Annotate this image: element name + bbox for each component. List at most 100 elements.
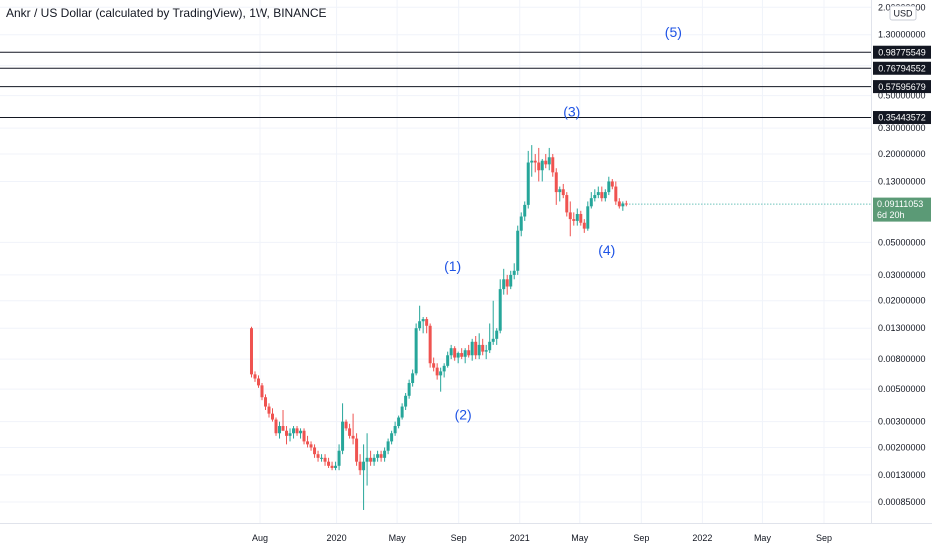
x-tick-label: May xyxy=(571,533,589,543)
candle-body xyxy=(372,457,376,462)
candle-body xyxy=(435,367,439,376)
candle-body xyxy=(568,212,572,220)
countdown-label: 6d 20h xyxy=(877,210,905,220)
candle-body xyxy=(256,378,260,386)
candle-body xyxy=(295,428,299,434)
candle-body xyxy=(495,330,499,339)
candle-body xyxy=(526,162,530,205)
y-tick-label: 0.13000000 xyxy=(878,176,926,186)
wave-label: (1) xyxy=(444,258,461,274)
candle-body xyxy=(400,406,404,418)
candle-body xyxy=(474,341,478,356)
candle-body xyxy=(554,172,558,193)
candle-body xyxy=(362,461,366,471)
candle-body xyxy=(278,426,282,434)
candle-body xyxy=(414,328,418,374)
candle-body xyxy=(558,189,562,193)
candle-body xyxy=(285,430,289,436)
candle-body xyxy=(341,421,345,451)
candle-body xyxy=(309,444,313,448)
candle-body xyxy=(288,433,292,436)
candle-body xyxy=(607,181,611,193)
candle-body xyxy=(463,350,467,357)
wave-label: (4) xyxy=(598,242,615,258)
candle-body xyxy=(537,162,541,171)
price-axis[interactable]: 2.000000001.300000000.800000000.50000000… xyxy=(878,2,926,507)
candle-body xyxy=(390,433,394,442)
candle-body xyxy=(302,430,306,442)
y-tick-label: 1.30000000 xyxy=(878,30,926,40)
y-tick-label: 0.00800000 xyxy=(878,354,926,364)
candle-body xyxy=(544,160,548,165)
candle-body xyxy=(397,417,401,427)
candle-body xyxy=(624,203,628,205)
level-label-bg xyxy=(873,80,931,94)
candle-body xyxy=(582,222,586,229)
grid-layer xyxy=(0,0,871,523)
y-tick-label: 0.30000000 xyxy=(878,123,926,133)
candle-body xyxy=(617,201,621,207)
currency-badge[interactable]: USD xyxy=(889,5,917,21)
horizontal-levels xyxy=(0,51,871,205)
current-price-label-bg xyxy=(873,197,931,222)
candle-body xyxy=(460,353,464,357)
x-tick-label: Sep xyxy=(451,533,467,543)
candle-body xyxy=(439,371,443,376)
candle-body xyxy=(369,457,373,462)
x-tick-label: Sep xyxy=(816,533,832,543)
y-tick-label: 0.00200000 xyxy=(878,442,926,452)
x-tick-label: Aug xyxy=(252,533,268,543)
candle-body xyxy=(488,341,492,351)
y-tick-label: 0.03000000 xyxy=(878,270,926,280)
candle-body xyxy=(603,192,607,199)
candle-body xyxy=(327,461,331,466)
level-label-bg xyxy=(873,111,931,125)
wave-label: (5) xyxy=(665,24,682,40)
candle-body xyxy=(365,457,369,462)
candle-body xyxy=(404,395,408,407)
wave-label: (3) xyxy=(563,104,580,120)
y-tick-label: 0.01300000 xyxy=(878,323,926,333)
candle-body xyxy=(530,160,534,163)
candle-body xyxy=(393,426,397,434)
candle-body xyxy=(467,350,471,356)
candle-body xyxy=(316,454,320,458)
candle-body xyxy=(320,457,324,459)
candle-body xyxy=(491,338,495,342)
candle-body xyxy=(498,289,502,331)
x-tick-label: 2020 xyxy=(327,533,347,543)
candle-body xyxy=(411,373,415,384)
candle-body xyxy=(281,426,285,431)
candle-body xyxy=(575,214,579,221)
candle-body xyxy=(516,230,520,271)
candle-body xyxy=(523,204,527,217)
wave-label: (2) xyxy=(455,407,472,423)
time-axis[interactable]: Aug 2020 May Sep 2021 May Sep 2022 May Sep xyxy=(252,533,832,543)
candle-body xyxy=(540,160,544,171)
level-label: 0.57595679 xyxy=(878,82,926,92)
candle-body xyxy=(264,397,268,407)
candle-body xyxy=(407,383,411,396)
candle-body xyxy=(271,413,275,420)
candle-body xyxy=(249,328,253,375)
currency-badge-label: USD xyxy=(893,9,913,19)
candle-body xyxy=(428,325,432,364)
candle-body xyxy=(334,465,338,468)
candle-body xyxy=(589,198,593,207)
y-tick-label: 0.20000000 xyxy=(878,149,926,159)
candle-body xyxy=(621,203,625,207)
candle-body xyxy=(274,419,278,434)
candle-body xyxy=(456,353,460,358)
candle-body xyxy=(313,447,317,455)
candle-body xyxy=(267,406,271,414)
y-tick-label: 0.00300000 xyxy=(878,417,926,427)
candle-body xyxy=(386,441,390,451)
candle-body xyxy=(505,279,509,287)
candle-body xyxy=(376,454,380,458)
candle-body xyxy=(551,157,555,173)
candle-body xyxy=(610,181,614,187)
candle-body xyxy=(596,192,600,196)
level-label: 0.35443572 xyxy=(878,113,926,123)
candle-body xyxy=(383,450,387,458)
